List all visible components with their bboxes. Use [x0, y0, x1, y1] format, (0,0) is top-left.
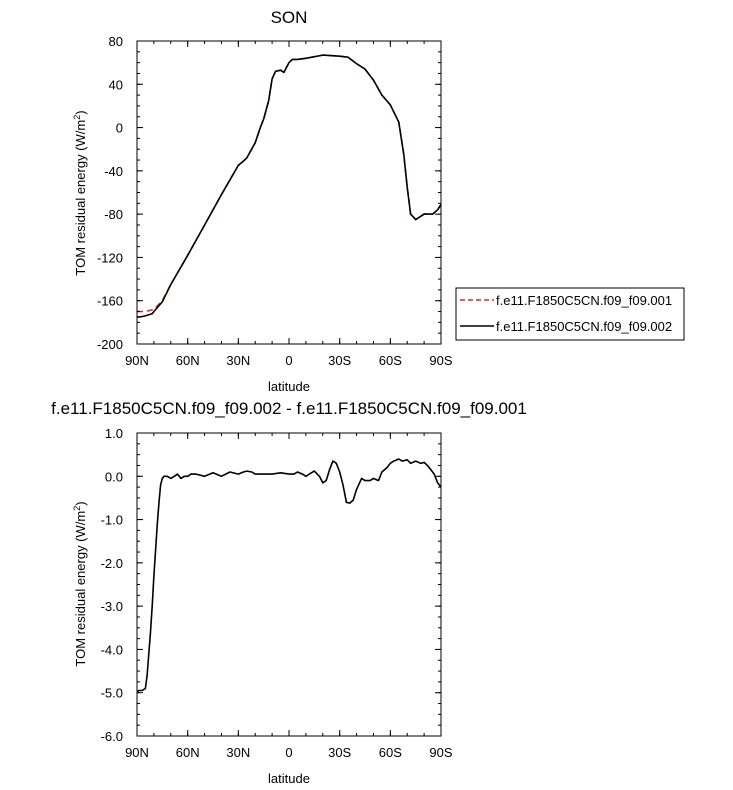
plot-area: 90N 60N 30N 0 30S 60S 90S 1.0 0.0 -1.0 -2.0 -3.0 -4.…: [101, 426, 453, 760]
y-tick-label: 80: [109, 34, 123, 49]
y-tick-label: 1.0: [105, 426, 123, 441]
x-tick-label: 90S: [429, 745, 452, 760]
series-line-1: [137, 54, 441, 313]
x-tick-label: 90S: [429, 353, 452, 368]
y-axis-label: TOM residual energy (W/m2): [72, 501, 88, 666]
chart-title: SON: [271, 8, 308, 27]
x-tick-label: 90N: [125, 353, 149, 368]
y-tick-label: 0.0: [105, 469, 123, 484]
series-line-1: [137, 458, 441, 694]
x-tick-label: 30S: [328, 745, 351, 760]
x-tick-label: 30S: [328, 353, 351, 368]
y-tick-label: -1.0: [101, 513, 123, 528]
x-tick-label: 90N: [125, 745, 149, 760]
x-tick-label: 0: [285, 353, 292, 368]
y-tick-label: -6.0: [101, 729, 123, 744]
legend: f.e11.F1850C5CN.f09_f09.001 f.e11.F1850C…: [455, 287, 685, 341]
x-tick-label: 30N: [226, 745, 250, 760]
x-axis-label: latitude: [268, 379, 310, 394]
y-tick-label: -3.0: [101, 599, 123, 614]
y-axis-label-end: ): [73, 501, 88, 505]
y-axis-label-text: TOM residual energy (W/m: [73, 120, 88, 276]
legend-label-002: f.e11.F1850C5CN.f09_f09.002: [496, 319, 672, 334]
x-tick-label: 30N: [226, 353, 250, 368]
x-axis-label: latitude: [268, 771, 310, 786]
y-tick-label: -4.0: [101, 642, 123, 657]
plot-frame: [136, 432, 442, 737]
y-tick-label: -40: [104, 164, 123, 179]
bottom-chart: f.e11.F1850C5CN.f09_f09.002 - f.e11.F185…: [51, 399, 527, 786]
y-tick-label: -120: [97, 250, 123, 265]
y-axis-label-end: ): [73, 110, 88, 114]
top-chart: SON 90N 60N 30N 0 30S 60S 90S 80 40 0 -40 -80 -120 -1…: [72, 8, 685, 394]
y-tick-label: -80: [104, 207, 123, 222]
y-tick-label: 0: [116, 121, 123, 136]
plot-frame: [136, 40, 442, 345]
y-axis-label-sup: 2: [72, 506, 82, 511]
y-axis-label: TOM residual energy (W/m2): [72, 110, 88, 275]
x-tick-label: 0: [285, 745, 292, 760]
legend-box: [455, 287, 685, 341]
chart-title: f.e11.F1850C5CN.f09_f09.002 - f.e11.F185…: [51, 399, 527, 418]
plot-area: 90N 60N 30N 0 30S 60S 90S 80 40 0 -40 -80 -120 -160 -2…: [97, 34, 453, 368]
y-tick-label: -160: [97, 294, 123, 309]
x-tick-label: 60N: [176, 353, 200, 368]
legend-label-001: f.e11.F1850C5CN.f09_f09.001: [496, 293, 672, 308]
series-line-2: [137, 54, 441, 318]
y-axis-label-text: TOM residual energy (W/m: [73, 511, 88, 667]
y-tick-label: -200: [97, 337, 123, 352]
y-axis-label-sup: 2: [72, 115, 82, 120]
y-tick-label: 40: [109, 77, 123, 92]
x-tick-label: 60S: [379, 353, 402, 368]
y-tick-label: -5.0: [101, 686, 123, 701]
x-tick-label: 60S: [379, 745, 402, 760]
y-tick-label: -2.0: [101, 556, 123, 571]
x-tick-label: 60N: [176, 745, 200, 760]
